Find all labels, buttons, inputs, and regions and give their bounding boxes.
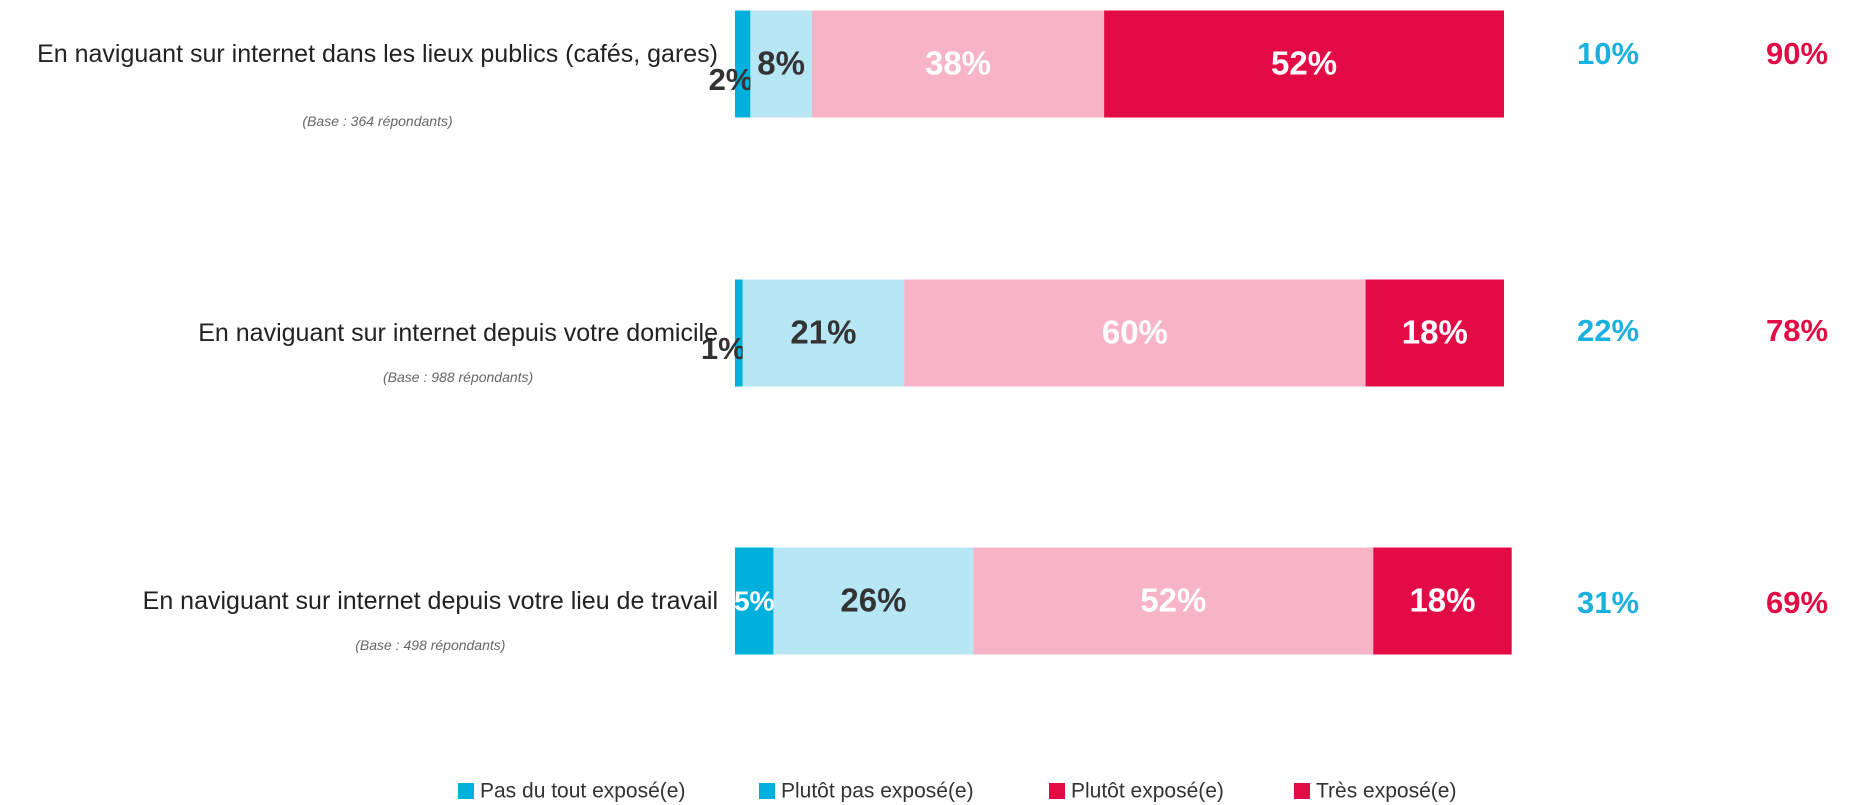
category-label: En naviguant sur internet dans les lieux… <box>37 40 718 68</box>
total-label: 69% <box>1766 585 1828 620</box>
value-label: 8% <box>757 45 805 82</box>
bar-segment <box>1365 279 1504 387</box>
legend-swatch <box>458 783 474 799</box>
value-label: 18% <box>1402 314 1468 351</box>
category-label: En naviguant sur internet depuis votre l… <box>142 587 718 615</box>
bar-segment <box>1373 547 1512 655</box>
value-label: 18% <box>1409 582 1475 619</box>
bar-segment <box>1104 10 1504 118</box>
legend-swatch <box>1049 783 1065 799</box>
value-label: 1% <box>701 331 746 366</box>
total-label: 90% <box>1766 36 1828 71</box>
bar-segment <box>735 547 774 655</box>
value-label: 2% <box>709 62 754 97</box>
legend-label: Plutôt exposé(e) <box>1071 780 1224 803</box>
legend-label: Très exposé(e) <box>1316 780 1456 803</box>
bar-segment <box>773 547 974 655</box>
value-label: 52% <box>1271 45 1337 82</box>
legend-swatch <box>759 783 775 799</box>
legend-swatch <box>1294 783 1310 799</box>
total-label: 31% <box>1577 585 1639 620</box>
value-label: 60% <box>1102 314 1168 351</box>
legend-label: Plutôt pas exposé(e) <box>781 780 974 803</box>
bar-segment <box>973 547 1374 655</box>
total-label: 78% <box>1766 313 1828 348</box>
value-label: 52% <box>1140 582 1206 619</box>
bar-segment <box>742 279 905 387</box>
value-label: 5% <box>734 585 775 616</box>
value-label: 21% <box>790 314 856 351</box>
category-note: (Base : 498 répondants) <box>355 637 506 653</box>
bar-segment <box>750 10 812 118</box>
category-note: (Base : 988 répondants) <box>383 369 534 385</box>
legend-label: Pas du tout exposé(e) <box>480 780 685 803</box>
bar-segment <box>811 10 1105 118</box>
category-label: En naviguant sur internet depuis votre d… <box>198 319 718 347</box>
total-label: 10% <box>1577 36 1639 71</box>
value-label: 26% <box>840 582 906 619</box>
bar-segment <box>735 279 743 387</box>
bar-segment <box>735 10 751 118</box>
bar-segment <box>904 279 1366 387</box>
total-label: 22% <box>1577 313 1639 348</box>
value-label: 38% <box>925 45 991 82</box>
category-note: (Base : 364 répondants) <box>302 113 453 129</box>
